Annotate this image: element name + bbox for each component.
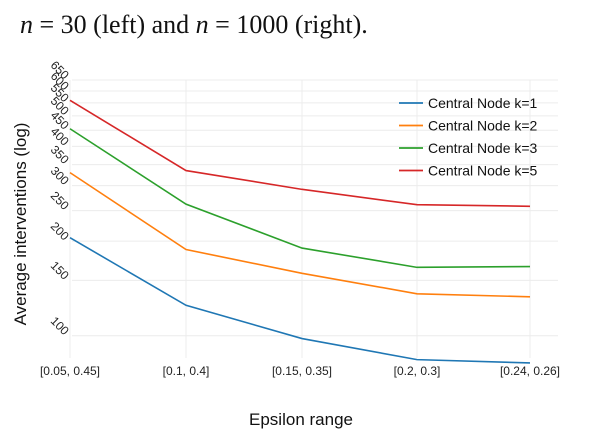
legend-label: Central Node k=3: [428, 140, 538, 156]
y-axis-title: Average interventions (log): [11, 123, 30, 326]
x-tick-labels: [0.05, 0.45] [0.1, 0.4] [0.15, 0.35] [0.2, …: [40, 364, 560, 378]
legend-label: Central Node k=5: [428, 163, 538, 179]
x-tick-label: [0.2, 0.3]: [394, 364, 441, 378]
caption-part-d: = 1000 (right).: [209, 10, 368, 39]
caption-part-c: n: [196, 10, 209, 39]
y-tick-label: 300: [48, 164, 72, 188]
x-tick-label: [0.15, 0.35]: [272, 364, 332, 378]
x-tick-label: [0.05, 0.45]: [40, 364, 100, 378]
y-tick-label: 200: [48, 219, 72, 243]
y-tick-label: 100: [48, 314, 72, 338]
series-line: [69, 237, 531, 364]
grid: [69, 79, 558, 358]
series-line: [69, 99, 531, 208]
legend-label: Central Node k=1: [428, 95, 538, 111]
x-tick-label: [0.1, 0.4]: [163, 364, 210, 378]
x-axis-title: Epsilon range: [249, 410, 353, 429]
series-lines: [69, 99, 531, 364]
legend-label: Central Node k=2: [428, 118, 538, 134]
figure-caption: n = 30 (left) and n = 1000 (right).: [20, 10, 368, 39]
y-tick-label: 250: [48, 189, 72, 213]
x-tick-label: [0.24, 0.26]: [500, 364, 560, 378]
caption-part-a: n: [20, 10, 33, 39]
y-tick-label: 150: [48, 258, 72, 282]
series-line: [69, 128, 531, 269]
caption-part-b: = 30 (left) and: [33, 10, 196, 39]
legend: Central Node k=1 Central Node k=2 Central …: [399, 95, 538, 179]
series-line: [69, 171, 531, 298]
